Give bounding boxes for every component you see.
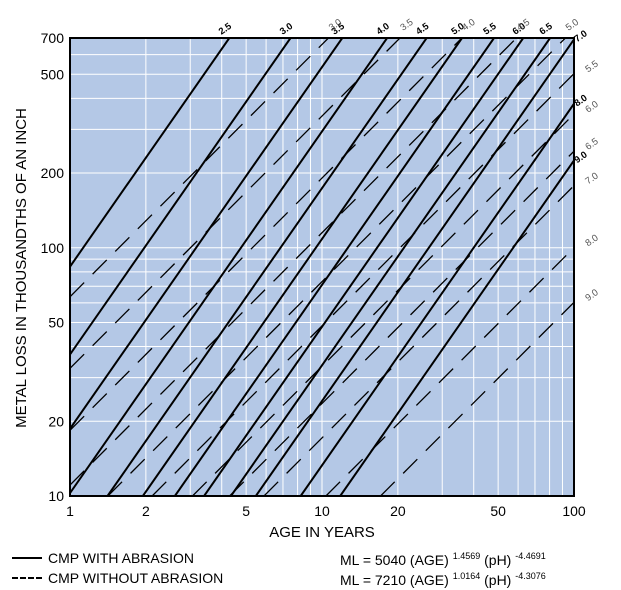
- formula-with-abrasion: ML = 5040 (AGE) 1.4569 (pH) -4.4691: [340, 546, 546, 568]
- formula-age-exponent: 1.0164: [452, 571, 481, 581]
- x-axis-title: AGE IN YEARS: [269, 524, 375, 541]
- dashed-curve-ph-4.5: [70, 38, 517, 486]
- solid-curve-ph-2.5: [70, 38, 231, 268]
- formula-without-abrasion: ML = 7210 (AGE) 1.0164 (pH) -4.3076: [340, 566, 546, 588]
- legend-label-with-abrasion: CMP WITH ABRASION: [48, 550, 194, 566]
- solid-curve-ph-3.5: [70, 38, 344, 430]
- formulas: ML = 5040 (AGE) 1.4569 (pH) -4.4691 ML =…: [340, 546, 546, 588]
- dashed-curve-ph-9.0: [380, 301, 574, 496]
- x-tick-label: 20: [390, 503, 406, 519]
- y-tick-label: 50: [48, 314, 64, 330]
- legend-label-without-abrasion: CMP WITHOUT ABRASION: [48, 570, 224, 586]
- formula-ph-term: (pH): [484, 552, 512, 568]
- dashed-curve-label-ph-5.5: 5.5: [583, 58, 600, 75]
- x-tick-label: 10: [314, 503, 330, 519]
- solid-curve-ph-9.0: [339, 159, 574, 496]
- y-tick-label: 500: [41, 66, 65, 82]
- plot-border: [69, 37, 575, 497]
- solid-curve-label-ph-3.0: 3.0: [278, 21, 295, 38]
- curve-lines: [70, 38, 574, 496]
- y-tick-label: 20: [48, 413, 64, 429]
- formula-ph-exponent: -4.3076: [515, 571, 546, 581]
- x-tick-label: 1: [66, 503, 74, 519]
- solid-curve-label-ph-2.5: 2.5: [217, 20, 235, 37]
- solid-curve-ph-5.0: [142, 38, 463, 496]
- formula-age-exponent: 1.4569: [452, 551, 481, 561]
- dashed-curve-ph-3.0: [70, 38, 329, 298]
- solid-curve-ph-4.0: [70, 38, 388, 494]
- formula-lhs: ML = 7210 (AGE): [340, 572, 449, 588]
- x-tick-label: 100: [562, 503, 586, 519]
- dashed-line-swatch: [12, 577, 42, 579]
- solid-curve-ph-6.0: [203, 38, 525, 496]
- solid-curve-label-ph-6.5: 6.5: [538, 20, 556, 37]
- solid-curve-ph-3.0: [70, 38, 292, 356]
- y-tick-label: 700: [41, 30, 65, 46]
- dashed-curve-ph-5.0: [107, 38, 566, 496]
- metal-loss-chart: 1 2 5 10 20 50 100 10 20 50 100 200 500 700 2.5 3.0 3.5…: [13, 17, 601, 541]
- formula-lhs: ML = 5040 (AGE): [340, 552, 449, 568]
- dashed-curve-label-ph-8.0: 8.0: [583, 232, 600, 249]
- dashed-curve-ph-4.0: [70, 38, 463, 431]
- solid-line-swatch: [12, 557, 42, 559]
- legend-item-with-abrasion: CMP WITH ABRASION: [12, 548, 223, 568]
- grid-lines: [70, 38, 574, 496]
- y-tick-label: 100: [41, 240, 65, 256]
- legend-item-without-abrasion: CMP WITHOUT ABRASION: [12, 568, 223, 588]
- y-axis-title: METAL LOSS IN THOUSANDTHS OF AN INCH: [13, 108, 30, 428]
- solid-curve-ph-8.0: [299, 103, 574, 496]
- solid-curve-label-ph-4.5: 4.5: [414, 20, 432, 37]
- solid-curve-label-ph-5.5: 5.5: [481, 20, 499, 37]
- dashed-curve-label-ph-6.5: 6.5: [583, 136, 600, 153]
- dashed-curve-ph-6.0: [192, 113, 574, 496]
- dashed-curve-label-ph-7.0: 7.0: [583, 170, 600, 187]
- x-tick-label: 2: [142, 503, 150, 519]
- solid-curve-label-ph-4.0: 4.0: [375, 21, 392, 38]
- formula-ph-exponent: -4.4691: [515, 551, 546, 561]
- dashed-curve-ph-5.5: [151, 73, 574, 496]
- formula-ph-term: (pH): [484, 572, 512, 588]
- legend: CMP WITH ABRASION CMP WITHOUT ABRASION: [12, 548, 223, 588]
- tick-labels: 1 2 5 10 20 50 100 10 20 50 100 200 500 700: [41, 30, 586, 519]
- dashed-curve-ph-8.0: [325, 247, 574, 496]
- y-tick-label: 10: [48, 488, 64, 504]
- solid-curve-ph-7.0: [255, 38, 574, 496]
- dashed-curve-label-ph-9.0: 9.0: [583, 287, 600, 304]
- x-tick-label: 5: [242, 503, 250, 519]
- y-tick-label: 200: [41, 165, 65, 181]
- dashed-curve-ph-3.5: [70, 38, 401, 369]
- dashed-curve-ph-6.5: [229, 150, 574, 496]
- dashed-curve-ph-7.0: [263, 185, 574, 496]
- solid-curve-ph-4.5: [106, 38, 428, 496]
- x-tick-label: 50: [490, 503, 506, 519]
- solid-curve-ph-6.5: [230, 38, 551, 496]
- dashed-curve-label-ph-3.5: 3.5: [398, 17, 415, 34]
